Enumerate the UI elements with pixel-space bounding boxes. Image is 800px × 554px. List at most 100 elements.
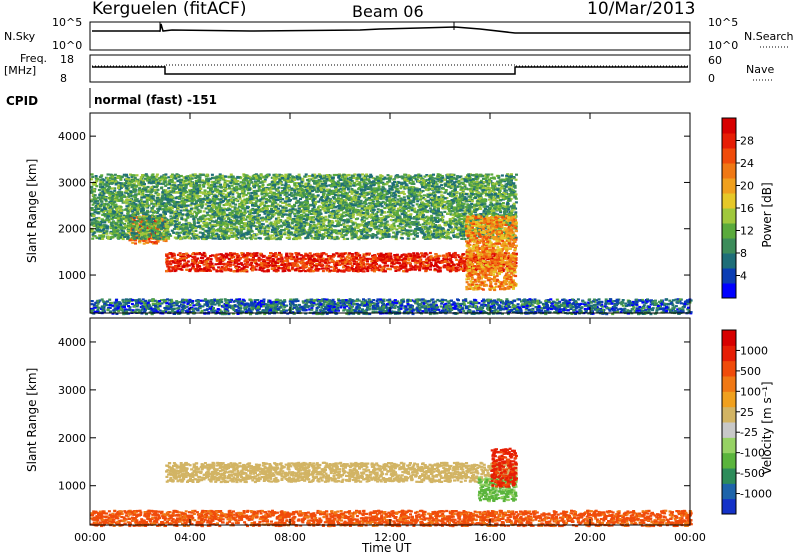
echo-cell xyxy=(316,252,320,255)
echo-cell xyxy=(377,257,380,260)
echo-cell xyxy=(245,254,249,257)
echo-cell xyxy=(183,257,187,260)
echo-cell xyxy=(436,265,439,268)
echo-cell xyxy=(127,222,130,225)
echo-cell xyxy=(173,181,177,184)
echo-cell xyxy=(373,257,377,260)
echo-cell xyxy=(407,257,411,260)
echo-cell xyxy=(299,184,302,187)
echo-cell xyxy=(228,265,232,268)
echo-cell xyxy=(279,257,283,261)
echo-cell xyxy=(153,215,156,218)
echo-cell xyxy=(301,179,305,182)
echo-cell xyxy=(184,257,188,260)
echo-cell xyxy=(139,221,143,224)
echo-cell xyxy=(306,194,310,197)
echo-cell xyxy=(436,269,440,272)
echo-cell xyxy=(259,252,263,255)
echo-cell xyxy=(355,266,358,269)
echo-cell xyxy=(302,211,306,214)
echo-cell xyxy=(136,223,140,227)
echo-cell xyxy=(352,259,356,262)
echo-cell xyxy=(212,268,216,271)
echo-cell xyxy=(340,213,344,216)
echo-cell xyxy=(118,232,122,235)
echo-cell xyxy=(381,234,385,237)
echo-cell xyxy=(219,256,223,259)
echo-cell xyxy=(278,251,281,255)
echo-cell xyxy=(391,209,395,213)
echo-cell xyxy=(512,182,516,185)
echo-cell xyxy=(235,219,239,222)
echo-cell xyxy=(470,267,474,270)
echo-cell xyxy=(192,216,196,219)
echo-cell xyxy=(455,180,459,183)
echo-cell xyxy=(358,184,362,187)
echo-cell xyxy=(438,224,441,227)
echo-cell xyxy=(444,256,447,259)
echo-cell xyxy=(110,217,114,220)
echo-cell xyxy=(329,211,333,215)
echo-cell xyxy=(395,256,399,259)
echo-cell xyxy=(228,252,232,255)
echo-cell xyxy=(385,255,389,258)
echo-cell xyxy=(461,259,465,262)
echo-cell xyxy=(300,261,304,264)
echo-cell xyxy=(227,257,231,260)
echo-cell xyxy=(467,252,471,255)
echo-cell xyxy=(260,222,264,226)
echo-cell xyxy=(212,194,216,197)
echo-cell xyxy=(299,197,302,201)
echo-cell xyxy=(185,261,189,264)
echo-cell xyxy=(339,252,343,255)
echo-cell xyxy=(320,264,324,267)
echo-cell xyxy=(203,255,207,258)
echo-cell xyxy=(335,260,339,263)
echo-cell xyxy=(383,222,387,225)
echo-cell xyxy=(489,212,493,215)
echo-cell xyxy=(116,226,120,229)
echo-cell xyxy=(292,187,296,190)
echo-cell xyxy=(158,197,162,200)
echo-cell xyxy=(399,185,403,188)
echo-cell xyxy=(147,197,151,200)
echo-cell xyxy=(412,186,416,189)
echo-cell xyxy=(327,261,331,264)
echo-cell xyxy=(178,253,182,256)
echo-cell xyxy=(404,257,407,261)
echo-cell xyxy=(426,204,430,207)
echo-cell xyxy=(293,204,297,208)
echo-cell xyxy=(272,195,276,198)
echo-cell xyxy=(194,204,198,207)
echo-cell xyxy=(115,205,119,208)
echo-cell xyxy=(281,270,285,273)
echo-cell xyxy=(379,257,383,260)
echo-cell xyxy=(135,198,139,201)
echo-cell xyxy=(159,234,163,237)
echo-cell xyxy=(192,236,196,239)
echo-cell xyxy=(303,264,306,267)
echo-cell xyxy=(130,220,134,223)
echo-cell xyxy=(240,221,243,224)
echo-cell xyxy=(186,260,190,263)
echo-cell xyxy=(233,252,236,255)
echo-cell xyxy=(219,183,223,186)
echo-cell xyxy=(115,196,118,200)
echo-cell xyxy=(176,253,180,256)
nave-line xyxy=(92,64,688,67)
echo-cell xyxy=(420,252,423,255)
echo-cell xyxy=(119,236,123,240)
echo-cell xyxy=(414,264,418,267)
echo-cell xyxy=(380,211,384,214)
echo-cell xyxy=(188,199,192,202)
echo-cell xyxy=(409,202,413,205)
echo-cell xyxy=(167,262,171,265)
echo-cell xyxy=(387,252,391,256)
echo-cell xyxy=(350,188,354,191)
echo-cell xyxy=(514,197,518,200)
echo-cell xyxy=(381,258,385,261)
echo-cell xyxy=(303,254,307,257)
echo-cell xyxy=(413,207,417,210)
echo-cell xyxy=(213,254,217,257)
echo-cell xyxy=(486,205,490,208)
